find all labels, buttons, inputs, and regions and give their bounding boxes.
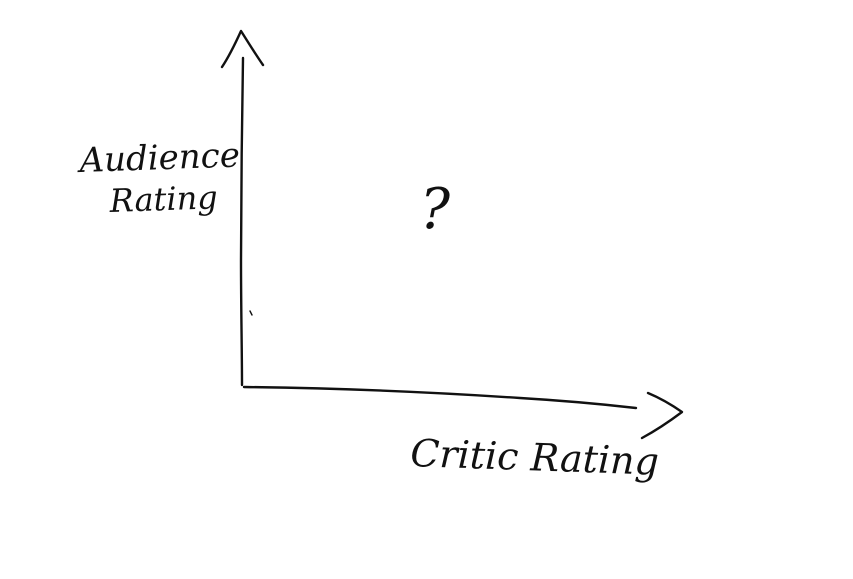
y-axis-arrowhead xyxy=(220,29,265,69)
x-axis-label: Critic Rating xyxy=(410,431,660,484)
y-axis-line xyxy=(239,56,245,387)
x-axis-line xyxy=(242,385,638,410)
question-mark: ? xyxy=(420,177,451,242)
x-axis-arrowhead xyxy=(640,391,684,440)
y-axis-label-line2: Rating xyxy=(108,178,218,220)
stray-mark xyxy=(249,310,253,316)
y-axis-label-line1: Audience xyxy=(76,135,241,181)
